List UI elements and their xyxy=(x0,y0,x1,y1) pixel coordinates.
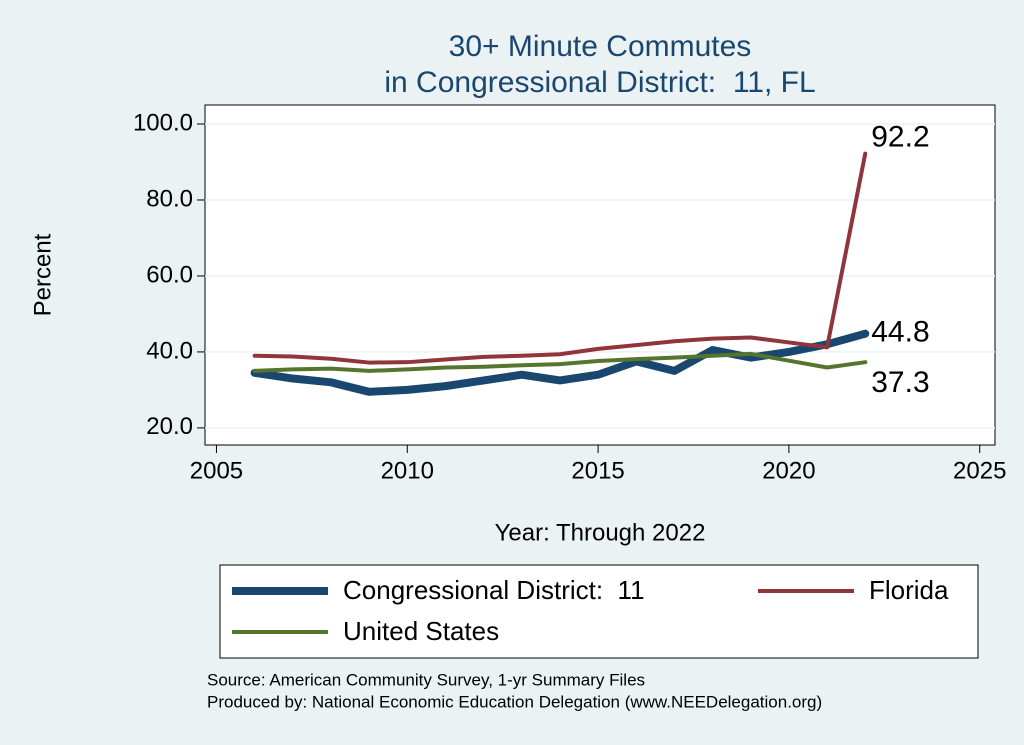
note: Produced by: National Economic Education… xyxy=(207,692,822,711)
value-label: 92.2 xyxy=(871,121,929,154)
legend-label: United States xyxy=(343,616,499,646)
x-tick-label: 2010 xyxy=(381,457,434,484)
x-axis-title: Year: Through 2022 xyxy=(495,519,706,546)
legend-label: Congressional District: 11 xyxy=(343,575,645,605)
chart-title: in Congressional District: 11, FL xyxy=(384,66,815,99)
x-tick-label: 2020 xyxy=(762,457,815,484)
value-label: 37.3 xyxy=(871,366,929,399)
y-axis-title: Percent xyxy=(29,233,56,316)
note: Source: American Community Survey, 1-yr … xyxy=(207,670,645,689)
series-line xyxy=(252,351,868,373)
chart-title: 30+ Minute Commutes xyxy=(449,30,752,63)
y-tick-label: 60.0 xyxy=(146,261,193,288)
legend xyxy=(219,564,979,659)
series-line xyxy=(252,151,868,365)
y-tick-label: 20.0 xyxy=(146,413,193,440)
y-tick-label: 100.0 xyxy=(133,109,193,136)
x-tick-label: 2015 xyxy=(571,457,624,484)
y-tick-label: 40.0 xyxy=(146,337,193,364)
legend-label: Florida xyxy=(869,575,949,605)
x-tick-label: 2005 xyxy=(190,457,243,484)
y-tick-label: 80.0 xyxy=(146,185,193,212)
value-label: 44.8 xyxy=(871,316,929,349)
x-tick-label: 2025 xyxy=(953,457,1006,484)
